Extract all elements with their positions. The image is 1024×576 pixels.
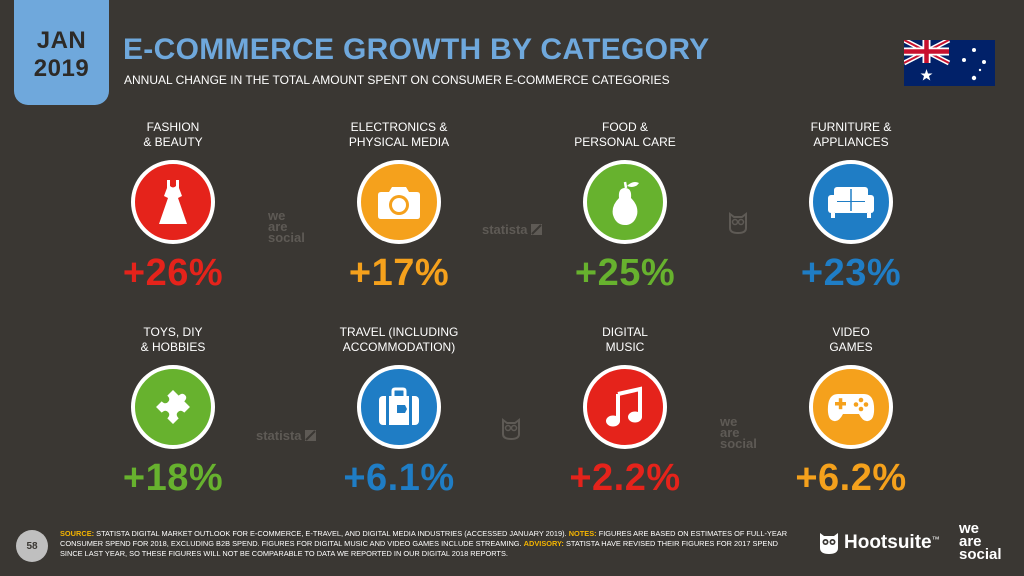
dress-icon bbox=[159, 180, 187, 224]
source-label: SOURCE: bbox=[60, 529, 95, 538]
category-growth-value: +18% bbox=[122, 457, 224, 499]
category-label: FOOD & PERSONAL CARE bbox=[574, 120, 676, 149]
category-growth-value: +25% bbox=[574, 252, 676, 294]
category-growth-value: +26% bbox=[122, 252, 224, 294]
page-title: E-COMMERCE GROWTH BY CATEGORY bbox=[123, 33, 710, 66]
date-year: 2019 bbox=[33, 54, 90, 82]
hootsuite-trademark: ™ bbox=[931, 535, 940, 544]
suitcase-icon bbox=[379, 387, 419, 425]
date-tab: JAN 2019 bbox=[14, 0, 109, 105]
category-toys-diy-hobbies: TOYS, DIY & HOBBIES +18% bbox=[83, 325, 263, 505]
category-furniture-appliances: FURNITURE & APPLIANCES +23% bbox=[761, 120, 941, 300]
owl-watermark-icon bbox=[729, 212, 747, 234]
advisory-label: ADVISORY: bbox=[523, 539, 564, 548]
category-video-games: VIDEO GAMES +6.2% bbox=[761, 325, 941, 505]
gamepad-icon bbox=[827, 394, 875, 422]
category-electronics: ELECTRONICS & PHYSICAL MEDIA +17% bbox=[309, 120, 489, 300]
footnote: SOURCE: STATISTA DIGITAL MARKET OUTLOOK … bbox=[60, 529, 800, 559]
category-icon-circle bbox=[809, 160, 893, 244]
statista-logo-icon bbox=[305, 430, 317, 441]
date-month: JAN bbox=[36, 26, 87, 54]
sofa-icon bbox=[828, 187, 874, 218]
category-icon-circle bbox=[131, 160, 215, 244]
category-label: TRAVEL (INCLUDING ACCOMMODATION) bbox=[339, 325, 459, 354]
notes-text: FIGURES ARE BASED ON ESTIMATES OF FULL-Y… bbox=[60, 529, 788, 548]
category-icon-circle bbox=[583, 160, 667, 244]
statista-watermark: statista bbox=[256, 428, 317, 443]
statista-watermark-text: statista bbox=[482, 222, 528, 237]
statista-watermark-text: statista bbox=[256, 428, 302, 443]
camera-icon bbox=[378, 187, 420, 219]
advisory-text: STATISTA HAVE REVISED THEIR FIGURES FOR … bbox=[60, 539, 779, 558]
category-icon-circle bbox=[357, 160, 441, 244]
category-label: FURNITURE & APPLIANCES bbox=[810, 120, 892, 149]
statista-watermark: statista bbox=[482, 222, 543, 237]
owl-watermark-icon bbox=[502, 418, 520, 440]
australia-flag-icon bbox=[904, 40, 995, 86]
category-label: ELECTRONICS & PHYSICAL MEDIA bbox=[348, 120, 450, 149]
category-label: FASHION & BEAUTY bbox=[143, 120, 203, 149]
category-fashion-beauty: FASHION & BEAUTY +26% bbox=[83, 120, 263, 300]
category-travel: TRAVEL (INCLUDING ACCOMMODATION) +6.1% bbox=[309, 325, 489, 505]
notes-label: NOTES: bbox=[568, 529, 597, 538]
category-growth-value: +17% bbox=[348, 252, 450, 294]
category-label: DIGITAL MUSIC bbox=[602, 325, 648, 354]
category-icon-circle bbox=[131, 365, 215, 449]
hootsuite-wordmark: Hootsuite bbox=[844, 532, 932, 553]
category-icon-circle bbox=[583, 365, 667, 449]
category-label: TOYS, DIY & HOBBIES bbox=[140, 325, 206, 354]
puzzle-icon bbox=[156, 390, 190, 424]
we-are-social-watermark: we are social bbox=[720, 414, 757, 451]
we-are-social-logo: we are social bbox=[959, 520, 1002, 563]
category-food-personal-care: FOOD & PERSONAL CARE +25% bbox=[535, 120, 715, 300]
pear-icon bbox=[612, 181, 639, 225]
music-note-icon bbox=[606, 386, 642, 427]
hootsuite-owl-icon bbox=[820, 533, 838, 554]
source-text: STATISTA DIGITAL MARKET OUTLOOK FOR E-CO… bbox=[96, 529, 567, 538]
hootsuite-logo: Hootsuite ™ bbox=[818, 531, 940, 555]
page-subtitle: ANNUAL CHANGE IN THE TOTAL AMOUNT SPENT … bbox=[124, 73, 670, 87]
category-digital-music: DIGITAL MUSIC +2.2% bbox=[535, 325, 715, 505]
category-icon-circle bbox=[809, 365, 893, 449]
category-label: VIDEO GAMES bbox=[829, 325, 873, 354]
category-growth-value: +6.1% bbox=[343, 457, 455, 499]
we-are-social-watermark: we are social bbox=[268, 208, 305, 245]
page-number: 58 bbox=[16, 530, 48, 562]
category-icon-circle bbox=[357, 365, 441, 449]
category-growth-value: +2.2% bbox=[569, 457, 681, 499]
category-growth-value: +6.2% bbox=[795, 457, 907, 499]
statista-logo-icon bbox=[531, 224, 543, 235]
category-growth-value: +23% bbox=[800, 252, 902, 294]
